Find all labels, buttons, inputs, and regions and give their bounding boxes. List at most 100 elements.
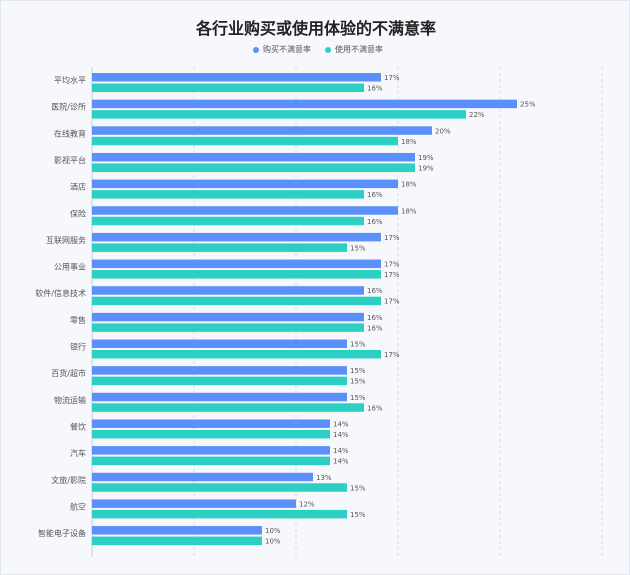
data-label: 18% [401, 138, 417, 146]
legend-label-purchase: 购买不满意率 [263, 45, 311, 54]
bar [92, 163, 415, 172]
data-label: 19% [418, 164, 434, 172]
category-label: 软件/信息技术 [35, 288, 86, 298]
bar [92, 99, 517, 109]
data-label: 16% [367, 218, 383, 226]
data-label: 15% [350, 378, 366, 386]
category-label: 互联网服务 [46, 235, 86, 245]
bar [92, 110, 466, 119]
data-label: 17% [384, 271, 400, 279]
data-label: 16% [367, 85, 383, 93]
chart-title: 各行业购买或使用体验的不满意率 [195, 19, 436, 38]
bar [92, 446, 330, 455]
category-label: 汽车 [70, 448, 86, 458]
legend-item-purchase[interactable]: 购买不满意率 [253, 44, 311, 55]
data-label: 14% [333, 431, 349, 439]
data-label: 20% [435, 127, 451, 135]
bar [92, 152, 415, 162]
bar [92, 270, 381, 279]
data-label: 16% [367, 404, 383, 412]
bar [92, 190, 364, 199]
data-label: 16% [367, 287, 383, 295]
data-label: 16% [367, 314, 383, 322]
bar [92, 232, 381, 242]
category-label: 零售 [70, 315, 86, 325]
data-label: 16% [367, 324, 383, 332]
data-label: 13% [316, 474, 332, 482]
data-label: 17% [384, 74, 400, 82]
data-label: 15% [350, 341, 366, 349]
data-label: 14% [333, 447, 349, 455]
data-label: 17% [384, 298, 400, 306]
data-label: 10% [265, 527, 281, 535]
data-label: 15% [350, 244, 366, 252]
category-label: 银行 [70, 342, 86, 352]
bar [92, 456, 330, 466]
data-label: 17% [384, 234, 400, 242]
bar [92, 73, 381, 82]
data-label: 19% [418, 154, 434, 162]
data-label: 15% [350, 367, 366, 375]
data-label: 25% [520, 101, 536, 109]
bar [92, 376, 347, 386]
category-label: 保险 [70, 208, 86, 218]
bar [92, 339, 347, 348]
data-label: 17% [384, 351, 400, 359]
bar [92, 216, 364, 226]
data-label: 15% [350, 484, 366, 492]
data-label: 14% [333, 458, 349, 466]
legend-dot-usage [325, 46, 331, 53]
data-label: 18% [401, 181, 417, 189]
category-label: 百货/超市 [51, 368, 86, 378]
bar [92, 296, 381, 306]
data-label: 22% [469, 111, 485, 119]
legend-item-usage[interactable]: 使用不满意率 [325, 44, 383, 55]
category-label: 医院/诊所 [51, 102, 86, 112]
data-label: 15% [350, 394, 366, 402]
data-label: 15% [350, 511, 366, 519]
bar [92, 83, 364, 92]
bar [92, 179, 398, 189]
data-label: 10% [265, 538, 281, 546]
legend-label-usage: 使用不满意率 [335, 45, 383, 54]
data-label: 16% [367, 191, 383, 199]
bar [92, 472, 313, 482]
category-label: 餐饮 [70, 421, 86, 431]
data-label: 12% [299, 500, 315, 508]
category-label: 公用事业 [54, 262, 86, 272]
bar [92, 509, 347, 519]
category-label: 航空 [70, 501, 86, 511]
bar [92, 499, 296, 508]
chart-legend: 购买不满意率 使用不满意率 [253, 44, 383, 55]
bar [92, 526, 262, 535]
bar [92, 483, 347, 492]
bar [92, 286, 364, 295]
bar [92, 419, 330, 428]
bar [92, 350, 381, 359]
legend-dot-purchase [253, 46, 259, 53]
category-label: 平均水平 [54, 75, 86, 85]
category-label: 酒店 [70, 182, 86, 192]
bar [92, 259, 381, 269]
data-label: 14% [333, 420, 349, 428]
bar [92, 323, 364, 332]
bar [92, 429, 330, 439]
data-label: 17% [384, 261, 400, 269]
bar [92, 136, 398, 146]
data-label: 18% [401, 207, 417, 215]
category-label: 影视平台 [54, 155, 86, 165]
bar [92, 243, 347, 252]
category-label: 文旅/影院 [51, 475, 86, 485]
category-label: 智能电子设备 [38, 528, 86, 538]
bar [92, 312, 364, 322]
bar [92, 392, 347, 402]
category-label: 物流运输 [54, 395, 86, 405]
bar [92, 126, 432, 135]
bar [92, 366, 347, 375]
bar [92, 536, 262, 546]
bar [92, 403, 364, 412]
bar [92, 206, 398, 215]
category-label: 在线教育 [54, 128, 86, 138]
